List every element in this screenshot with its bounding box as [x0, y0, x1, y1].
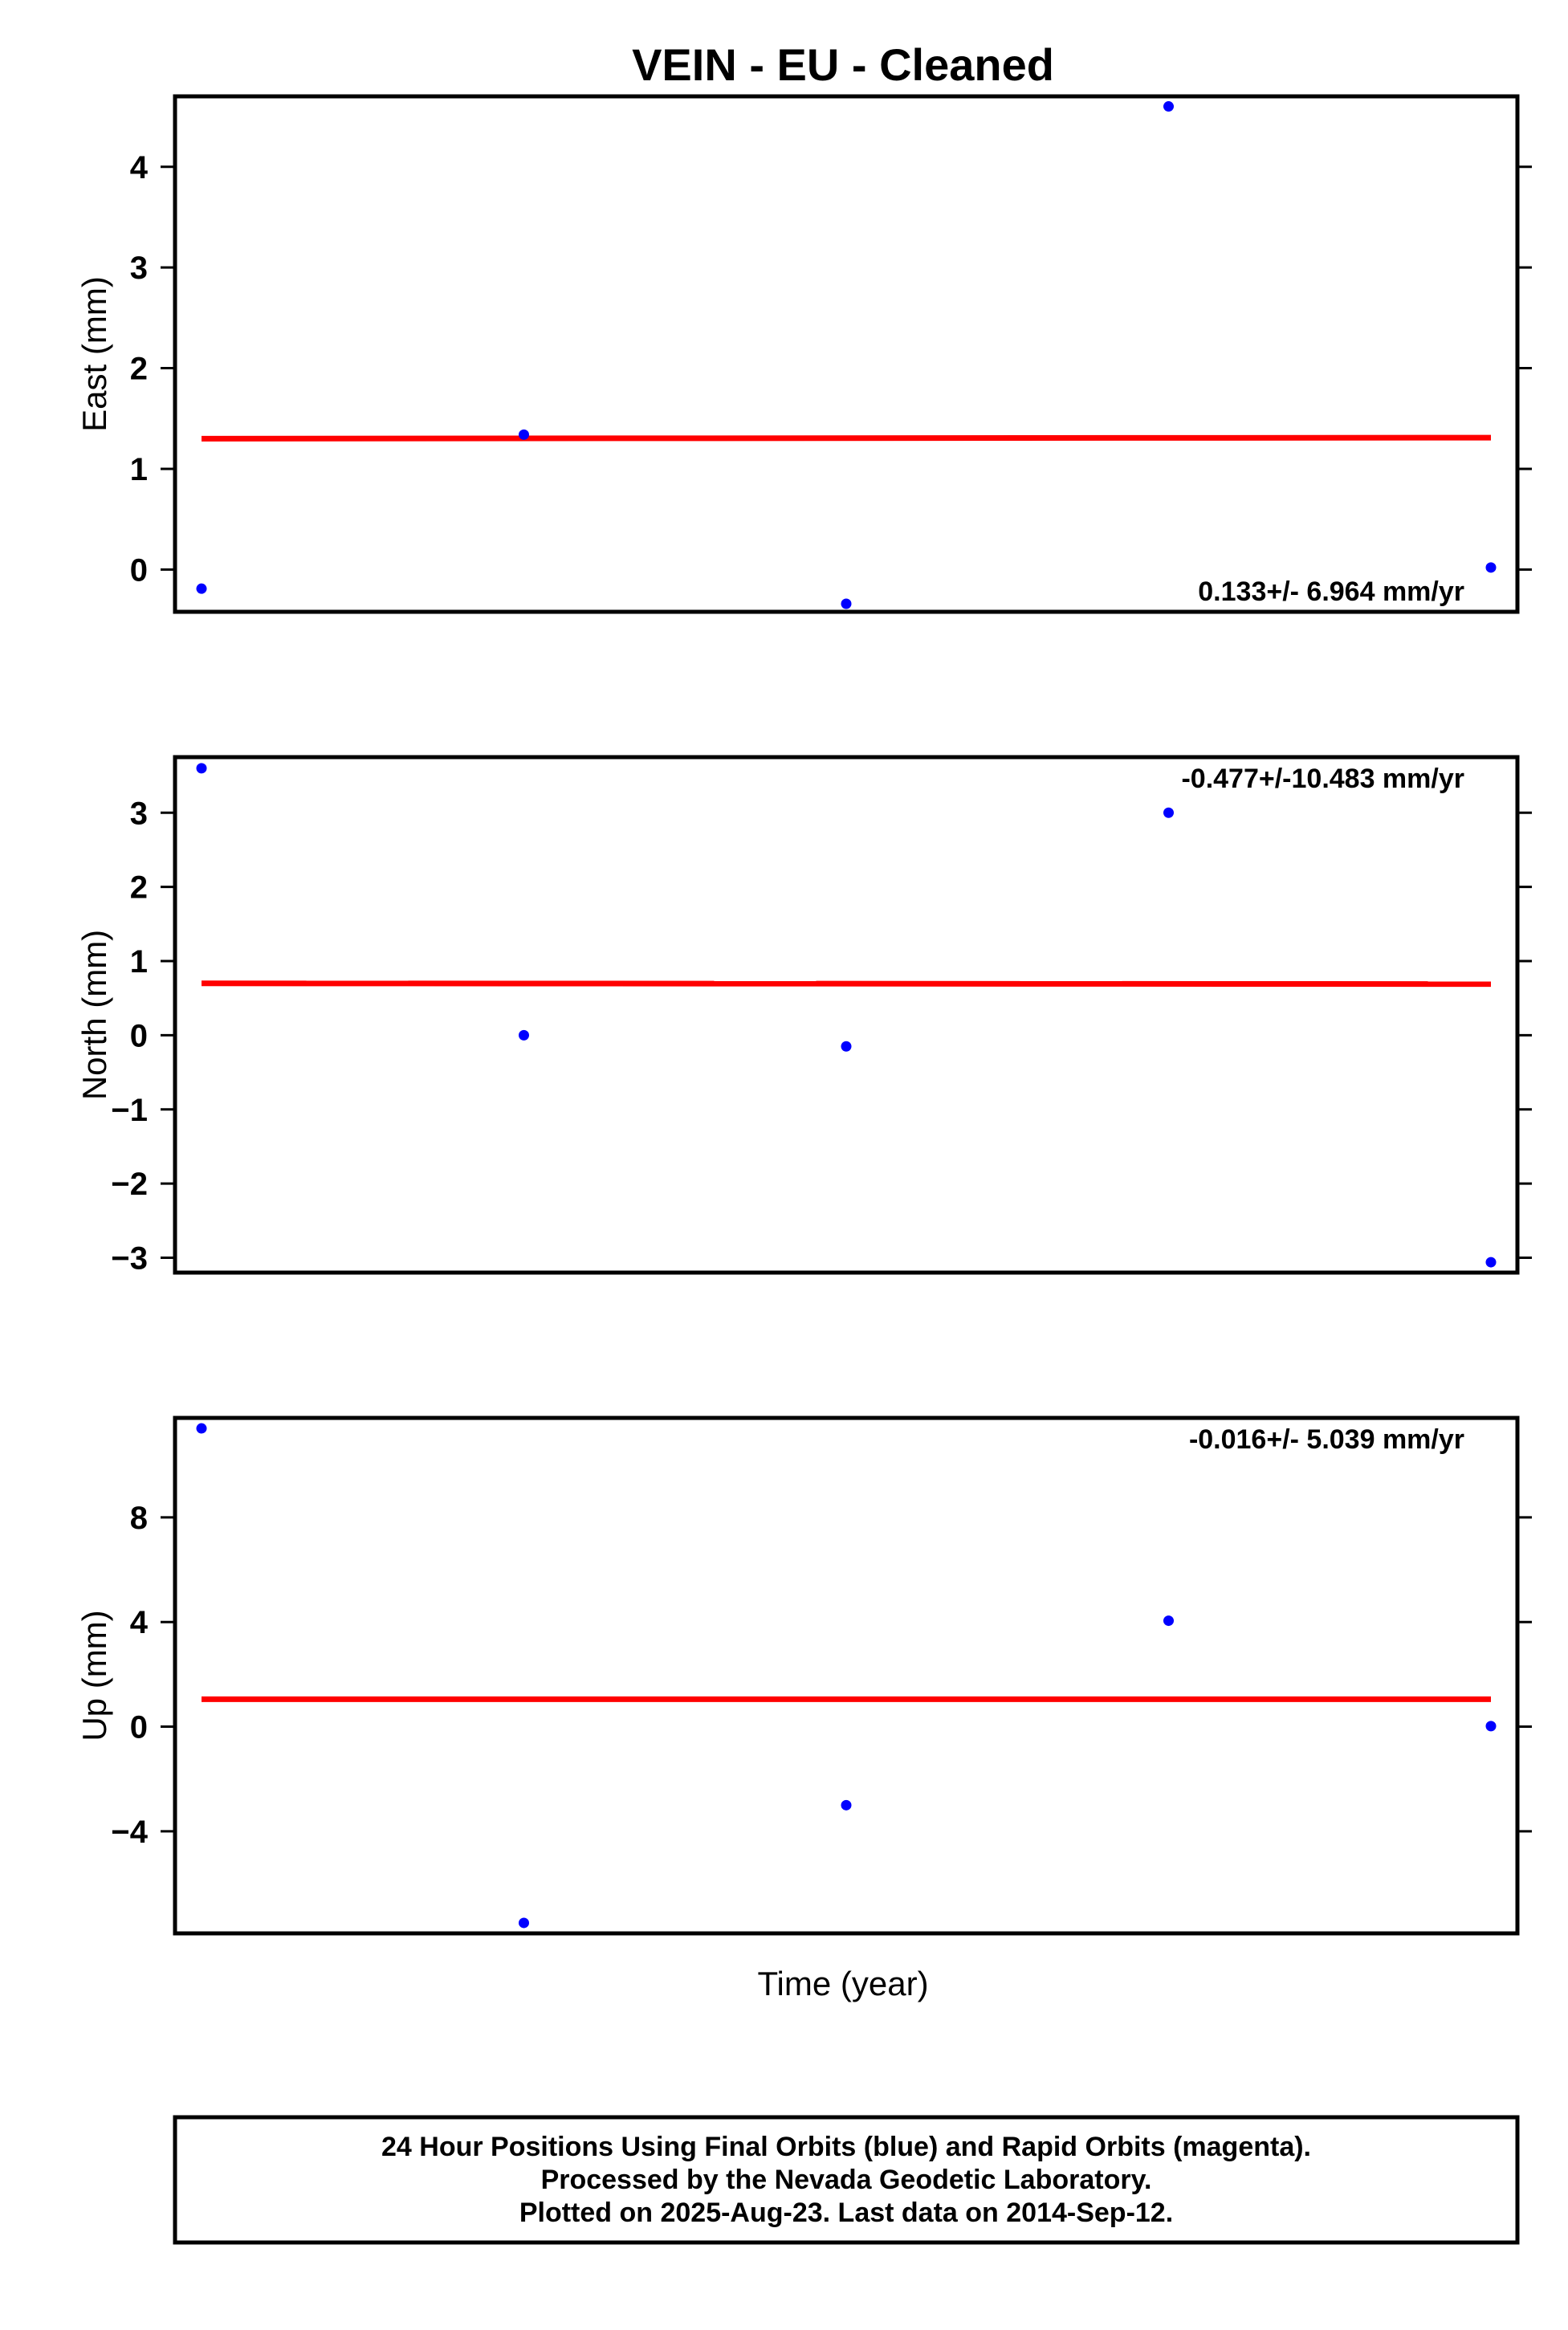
rate-annotation-up: -0.016+/- 5.039 mm/yr [1189, 1424, 1464, 1455]
data-point [196, 583, 207, 594]
y-tick-label: 4 [130, 1605, 149, 1640]
plot-frame [173, 94, 1520, 614]
y-tick-label: 1 [130, 944, 148, 980]
footer-frame [173, 2115, 1520, 2245]
y-tick-label: 8 [130, 1501, 148, 1536]
data-point [1163, 807, 1174, 818]
y-tick-label: 0 [130, 552, 148, 588]
panel-north: −3 −2 −1 0 1 2 3 North (mm) -0.477+/-10.483 mm/y… [75, 755, 1532, 1277]
data-point [196, 763, 207, 774]
y-tick-label: −1 [111, 1093, 148, 1128]
plot-frame [173, 755, 1520, 1275]
footer-line-3: Plotted on 2025-Aug-23. Last data on 201… [519, 2198, 1173, 2228]
data-point [1163, 101, 1174, 112]
rate-annotation-east: 0.133+/- 6.964 mm/yr [1198, 576, 1464, 607]
y-tick-label: 0 [130, 1710, 148, 1745]
y-axis-label-east: East (mm) [75, 276, 113, 432]
rate-annotation-north: -0.477+/-10.483 mm/yr [1181, 764, 1464, 794]
y-tick-label: −2 [111, 1167, 148, 1202]
chart-title: VEIN - EU - Cleaned [632, 39, 1054, 90]
x-axis-label: Time (year) [757, 1965, 928, 2002]
data-point [1485, 1721, 1497, 1732]
plot-frame [173, 1416, 1520, 1936]
data-point [1485, 562, 1497, 573]
data-point [519, 429, 529, 440]
footer-box: 24 Hour Positions Using Final Orbits (bl… [173, 2115, 1520, 2245]
y-tick-label: 1 [130, 452, 148, 487]
y-tick-label: −3 [111, 1241, 148, 1277]
y-tick-label: −4 [111, 1815, 148, 1850]
data-point [841, 1041, 852, 1052]
y-tick-label: 3 [130, 796, 148, 831]
panels: 0 1 2 3 4 East (mm) 0.133+/- 6.964 mm/yr −3 −2 −1… [75, 94, 1532, 1936]
y-tick-label: 2 [130, 870, 148, 906]
y-tick-label: 2 [130, 352, 148, 387]
data-point [519, 1029, 529, 1041]
panel-up: −4 0 4 8 Up (mm) -0.016+/- 5.039 mm/yr [75, 1416, 1532, 1936]
footer-line-2: Processed by the Nevada Geodetic Laborat… [541, 2165, 1152, 2195]
data-point [1163, 1615, 1174, 1627]
data-point [1485, 1257, 1497, 1268]
data-point [841, 598, 852, 609]
data-point [519, 1917, 529, 1929]
panel-east: 0 1 2 3 4 East (mm) 0.133+/- 6.964 mm/yr [75, 94, 1532, 614]
data-point [841, 1799, 852, 1811]
footer-line-1: 24 Hour Positions Using Final Orbits (bl… [381, 2132, 1311, 2162]
y-tick-label: 4 [130, 150, 149, 185]
data-point [196, 1423, 207, 1434]
y-axis-label-up: Up (mm) [75, 1610, 113, 1741]
y-tick-label: 0 [130, 1018, 148, 1053]
y-axis-label-north: North (mm) [75, 930, 113, 1100]
y-tick-label: 3 [130, 251, 148, 286]
